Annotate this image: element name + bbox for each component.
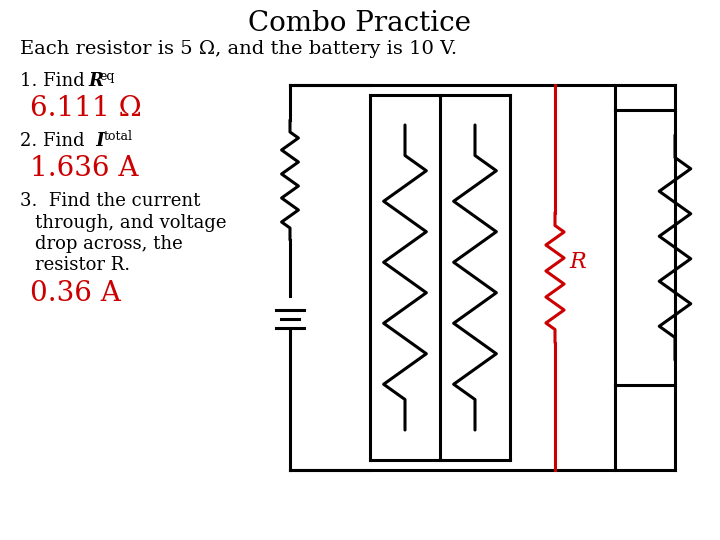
Text: 1. Find: 1. Find xyxy=(20,72,91,90)
Text: Each resistor is 5 Ω, and the battery is 10 V.: Each resistor is 5 Ω, and the battery is… xyxy=(20,40,457,58)
Text: through, and voltage: through, and voltage xyxy=(35,214,227,232)
Text: eq: eq xyxy=(99,70,114,83)
Text: 6.111 Ω: 6.111 Ω xyxy=(30,95,142,122)
Text: R: R xyxy=(88,72,103,90)
Text: resistor R.: resistor R. xyxy=(35,256,130,274)
Text: I: I xyxy=(90,132,104,150)
Text: 3.  Find the current: 3. Find the current xyxy=(20,192,200,210)
Text: 0.36 A: 0.36 A xyxy=(30,280,121,307)
Text: drop across, the: drop across, the xyxy=(35,235,183,253)
Text: total: total xyxy=(104,130,133,143)
Text: R: R xyxy=(569,252,586,273)
Text: 1.636 A: 1.636 A xyxy=(30,155,138,182)
Text: 2. Find: 2. Find xyxy=(20,132,91,150)
Text: Combo Practice: Combo Practice xyxy=(248,10,472,37)
